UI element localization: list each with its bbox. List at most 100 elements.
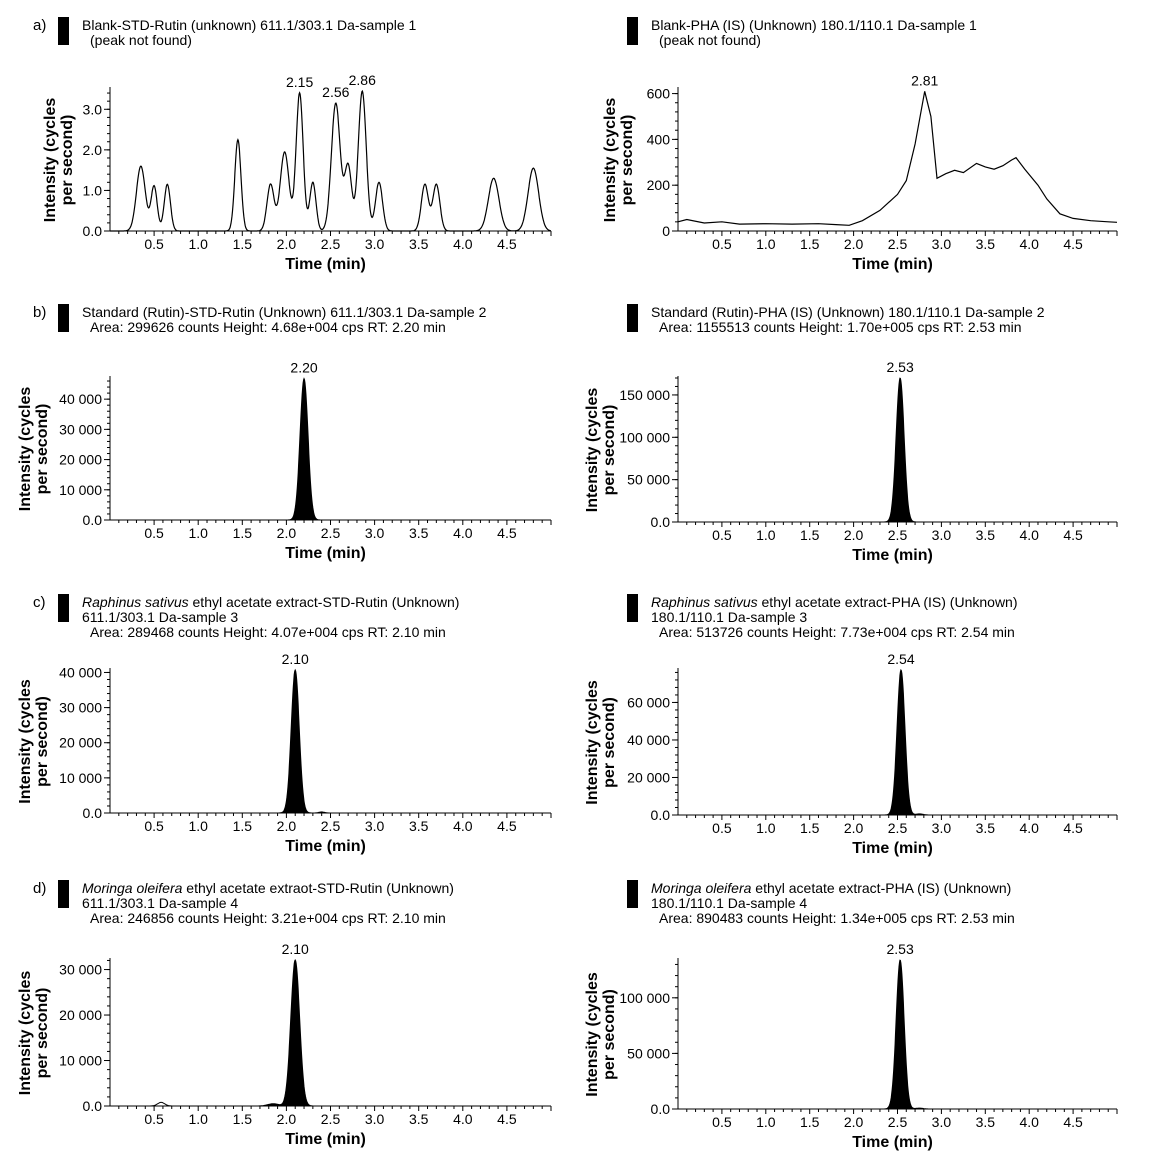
peak-label: 2.10 <box>282 941 309 957</box>
chromatogram-peak <box>678 668 1117 816</box>
x-tick-label: 2.5 <box>321 1111 341 1127</box>
y-axis-title: per second) <box>59 115 76 206</box>
x-tick-label: 2.5 <box>321 818 341 834</box>
x-tick-label: 4.0 <box>453 236 473 252</box>
y-tick-label: 20 000 <box>59 735 102 751</box>
y-axis-title: per second) <box>34 988 51 1079</box>
chromatogram-trace <box>110 89 552 232</box>
x-axis-title: Time (min) <box>852 547 933 564</box>
legend-marker <box>58 880 69 908</box>
x-tick-label: 1.0 <box>188 525 208 541</box>
y-tick-label: 400 <box>647 131 671 147</box>
x-tick-label: 2.0 <box>277 525 297 541</box>
chromatogram-trace <box>677 91 1118 226</box>
chart-title-line: 611.1/303.1 Da-sample 4 <box>82 895 238 911</box>
x-tick-label: 3.5 <box>409 236 429 252</box>
x-tick-label: 3.0 <box>365 1111 385 1127</box>
x-tick-label: 2.5 <box>888 236 908 252</box>
chromatogram-peak <box>110 377 551 521</box>
chart-panel-5: c) Raphinus sativus ethyl acetate extract… <box>17 594 552 855</box>
chart-panel-3: b) Standard (Rutin)-STD-Rutin (Unknown) 6… <box>17 304 552 562</box>
y-tick-label: 600 <box>647 86 671 102</box>
panel-label: b) <box>33 304 46 321</box>
x-tick-label: 0.5 <box>712 820 732 836</box>
legend-marker <box>627 304 638 332</box>
panel-label: a) <box>33 17 46 34</box>
x-tick-label: 1.0 <box>756 236 776 252</box>
chart-panel-4: Standard (Rutin)-PHA (IS) (Unknown) 180.… <box>584 304 1118 564</box>
chart-title-line: (peak not found) <box>659 32 761 48</box>
x-axis-title: Time (min) <box>852 1134 933 1151</box>
x-tick-label: 4.5 <box>1063 527 1083 543</box>
x-tick-label: 2.0 <box>277 1111 297 1127</box>
y-tick-label: 40 000 <box>627 732 670 748</box>
x-axis-title: Time (min) <box>285 1131 366 1148</box>
x-tick-label: 0.5 <box>144 525 164 541</box>
chart-title-line: Blank-STD-Rutin (unknown) 611.1/303.1 Da… <box>82 17 417 33</box>
y-tick-label: 20 000 <box>59 452 102 468</box>
x-tick-label: 0.5 <box>712 527 732 543</box>
chart-panel-6: Raphinus sativus ethyl acetate extract-P… <box>584 594 1118 857</box>
chart-title-line: Blank-PHA (IS) (Unknown) 180.1/110.1 Da-… <box>651 17 977 33</box>
x-tick-label: 3.5 <box>409 525 429 541</box>
y-axis-title: Intensity (cycles <box>602 98 619 223</box>
chromatogram-peak <box>678 377 1117 523</box>
x-tick-label: 1.0 <box>756 1114 776 1130</box>
x-tick-label: 4.0 <box>453 525 473 541</box>
peak-label: 2.10 <box>282 651 309 667</box>
y-axis-title: Intensity (cycles <box>584 972 601 1097</box>
y-axis-title: per second) <box>619 115 636 206</box>
chart-title-line: Raphinus sativus ethyl acetate extract-P… <box>651 594 1018 610</box>
x-tick-label: 1.0 <box>188 236 208 252</box>
y-tick-label: 20 000 <box>59 1007 102 1023</box>
y-tick-label: 10 000 <box>59 1053 102 1069</box>
y-tick-label: 0.0 <box>651 807 671 823</box>
peak-label: 2.20 <box>290 360 317 376</box>
y-axis-title: per second) <box>34 404 51 495</box>
chart-title-line: Standard (Rutin)-STD-Rutin (Unknown) 611… <box>82 304 487 320</box>
peak-label: 2.54 <box>887 651 914 667</box>
x-tick-label: 4.5 <box>1063 1114 1083 1130</box>
chart-title-line: Area: 289468 counts Height: 4.07e+004 cp… <box>90 624 446 640</box>
x-tick-label: 1.0 <box>756 820 776 836</box>
x-tick-label: 3.0 <box>932 236 952 252</box>
y-tick-label: 40 000 <box>59 664 102 680</box>
y-axis-title: Intensity (cycles <box>42 98 59 223</box>
x-tick-label: 1.5 <box>800 820 820 836</box>
x-tick-label: 1.5 <box>800 527 820 543</box>
chromatogram-peak <box>678 959 1117 1110</box>
chart-title-line: 180.1/110.1 Da-sample 3 <box>651 609 807 625</box>
x-tick-label: 2.0 <box>844 527 864 543</box>
x-tick-label: 1.0 <box>756 527 776 543</box>
x-axis-title: Time (min) <box>285 838 366 855</box>
x-tick-label: 3.5 <box>976 1114 996 1130</box>
x-tick-label: 1.5 <box>800 236 820 252</box>
x-tick-label: 0.5 <box>144 818 164 834</box>
y-axis-title: Intensity (cycles <box>584 680 601 805</box>
x-tick-label: 4.5 <box>497 236 517 252</box>
y-tick-label: 30 000 <box>59 962 102 978</box>
y-axis-title: per second) <box>601 405 618 496</box>
x-tick-label: 1.5 <box>800 1114 820 1130</box>
chart-title-line: Area: 890483 counts Height: 1.34e+005 cp… <box>659 910 1015 926</box>
chart-panel-7: d) Moringa oleifera ethyl acetate extraot… <box>17 880 552 1148</box>
x-tick-label: 4.5 <box>497 525 517 541</box>
x-tick-label: 1.0 <box>188 1111 208 1127</box>
x-tick-label: 4.0 <box>1019 527 1039 543</box>
y-tick-label: 20 000 <box>627 769 670 785</box>
x-tick-label: 3.0 <box>932 1114 952 1130</box>
chromatogram-peak <box>110 958 551 1107</box>
x-tick-label: 4.5 <box>1063 236 1083 252</box>
peak-label: 2.81 <box>911 72 938 88</box>
peak-label: 2.15 <box>286 74 313 90</box>
peak-label: 2.56 <box>322 84 349 100</box>
chart-title-line: Area: 299626 counts Height: 4.68e+004 cp… <box>90 319 446 335</box>
chart-title-line: Area: 246856 counts Height: 3.21e+004 cp… <box>90 910 446 926</box>
x-tick-label: 3.5 <box>976 236 996 252</box>
legend-marker <box>627 594 638 622</box>
x-tick-label: 0.5 <box>144 236 164 252</box>
legend-marker <box>627 17 638 45</box>
x-tick-label: 2.5 <box>321 525 341 541</box>
x-tick-label: 3.5 <box>409 1111 429 1127</box>
